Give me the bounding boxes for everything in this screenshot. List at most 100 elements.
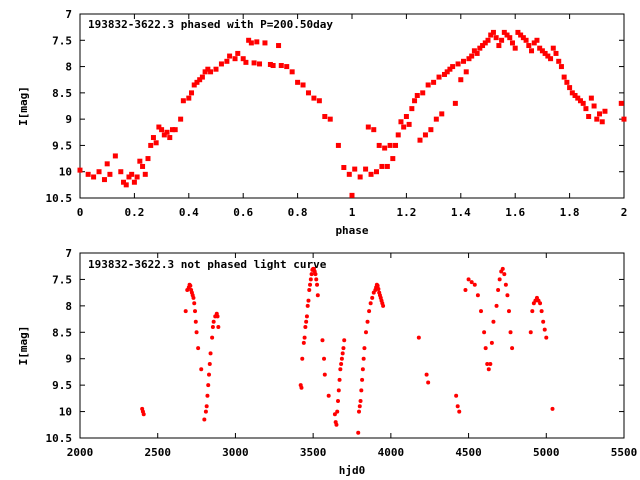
data-point [368,301,373,306]
y-tick-label: 9.5 [52,379,72,392]
data-point [398,119,404,125]
data-point [436,74,442,80]
data-point [381,303,386,308]
data-point [455,61,461,67]
data-point [335,409,340,414]
data-point [77,167,83,173]
y-tick-label: 8.5 [52,326,72,339]
data-point [306,298,311,303]
y-tick-label: 7 [65,8,72,21]
data-point [227,53,233,59]
data-point [205,393,210,398]
data-point [194,79,200,85]
data-point [254,39,260,45]
data-point [140,163,146,169]
data-point [572,92,578,98]
data-point [542,50,548,56]
data-point [454,393,459,398]
data-point [370,295,375,300]
data-point [504,32,510,38]
data-point [474,50,480,56]
data-point [450,64,456,70]
data-point [305,303,310,308]
data-point [358,399,363,403]
data-point [243,59,249,65]
y-axis-label: I[mag] [17,86,30,126]
data-point [315,293,320,298]
data-point [172,127,178,133]
data-point [164,129,170,135]
data-point [569,90,575,96]
data-point [512,45,518,51]
data-series [77,29,627,198]
data-point [246,37,252,43]
data-point [515,29,521,35]
data-point [618,100,624,106]
data-point [526,43,532,49]
data-point [349,192,355,198]
unphased-light-curve-panel: 2000 2500 3000 3500 4000 4500 5000 5500 7 7.5 8 8.5… [17,247,637,477]
chart-title: 193832-3622.3 phased with P=200.50day [88,18,333,31]
data-point [156,124,162,130]
data-point [118,169,124,175]
data-point [488,362,493,366]
y-tick-label: 10.5 [46,432,73,445]
data-point [441,71,447,77]
x-tick-label: 2000 [67,446,94,459]
data-point [537,45,543,51]
data-point [332,412,337,417]
data-point [531,40,537,46]
data-point [302,335,307,340]
data-point [207,362,212,366]
data-point [126,174,132,180]
data-point [496,288,501,292]
data-point [232,56,238,62]
data-point [518,32,524,38]
data-point [365,124,371,130]
x-tick-label: 1.6 [505,206,525,219]
data-point [428,127,434,133]
data-point [357,404,362,409]
data-point [322,372,327,377]
data-point [304,319,309,324]
data-point [529,48,535,54]
data-point [123,182,129,188]
data-point [466,56,472,62]
data-point [240,56,246,62]
data-point [320,338,325,343]
data-point [336,388,341,393]
data-point [327,116,333,122]
data-point [382,145,388,151]
data-point [251,60,257,66]
data-point [494,303,499,308]
data-point [159,127,165,133]
data-point [193,319,198,324]
data-point [112,153,118,159]
data-point [475,293,480,298]
x-tick-label: 4500 [455,446,482,459]
data-point [539,309,544,314]
data-point [379,163,385,169]
data-point [466,277,471,282]
data-point [107,171,113,177]
data-point [196,346,201,351]
data-point [218,61,224,67]
data-point [426,380,431,385]
data-point [588,95,594,101]
data-point [439,111,445,117]
y-tick-label: 9 [65,353,72,366]
data-point [202,69,208,75]
data-point [210,335,215,340]
data-point [192,301,197,306]
data-point [483,346,488,351]
data-point [199,74,205,80]
data-point [316,98,322,104]
data-point [301,340,306,345]
data-point [496,43,502,49]
data-point [507,35,513,41]
data-point [361,356,366,361]
x-tick-label: 2500 [144,446,171,459]
x-tick-label: 0.2 [124,206,144,219]
x-tick-label: 2 [621,206,628,219]
